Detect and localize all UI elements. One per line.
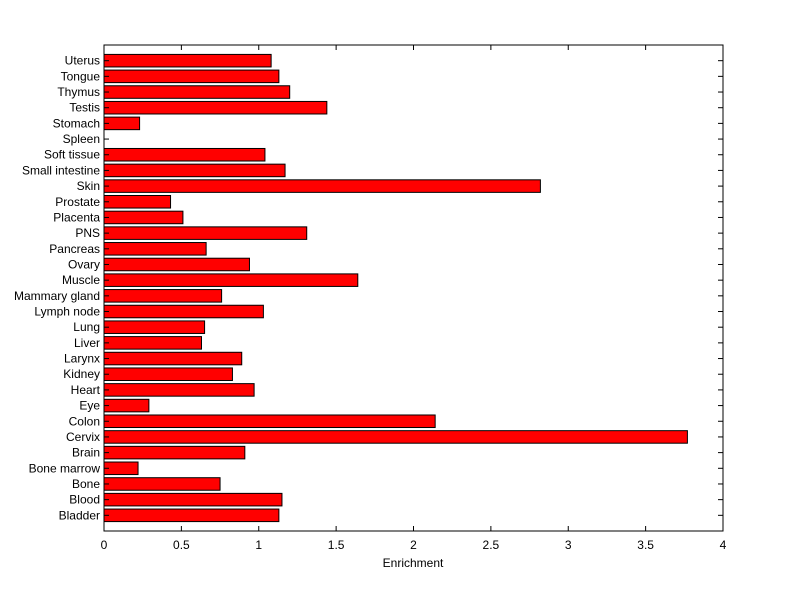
ticks-group: [103, 45, 724, 531]
y-tick-label: Mammary gland: [14, 289, 100, 303]
bar-pancreas: [103, 242, 207, 256]
y-tick-label: Prostate: [55, 195, 100, 209]
y-tick-label: Bone: [72, 477, 100, 491]
x-tick-label: 0.5: [173, 538, 190, 552]
bar-colon: [103, 414, 436, 429]
bar-tongue: [103, 69, 280, 84]
y-tick-label: Ovary: [68, 257, 100, 271]
y-tick-label: Soft tissue: [44, 148, 100, 162]
y-tick-label: Bladder: [59, 508, 100, 522]
y-tick-label: Small intestine: [22, 163, 100, 177]
bar-prostate: [103, 195, 172, 209]
bar-skin: [103, 179, 541, 193]
y-tick-label: Muscle: [62, 273, 100, 287]
x-tick-label: 1: [255, 538, 262, 552]
bar-lung: [103, 320, 206, 334]
y-tick-label: Liver: [74, 336, 100, 350]
y-tick-label: Stomach: [53, 116, 100, 130]
y-tick-label: Uterus: [65, 54, 100, 68]
bar-liver: [103, 336, 202, 350]
x-tick-label: 3: [565, 538, 572, 552]
y-tick-label: Skin: [77, 179, 100, 193]
y-tick-label: Lung: [73, 320, 100, 334]
bar-eye: [103, 398, 150, 413]
bar-bone-marrow: [103, 461, 139, 476]
y-tick-label: Tongue: [61, 69, 101, 83]
bar-bladder: [103, 508, 280, 523]
bar-kidney: [103, 367, 233, 381]
x-tick-label: 2: [410, 538, 417, 552]
y-tick-label: Thymus: [57, 85, 100, 99]
bar-blood: [103, 492, 283, 507]
y-tick-label: Bone marrow: [29, 461, 101, 475]
bar-mammary-gland: [103, 289, 223, 303]
y-tick-label: Cervix: [66, 430, 100, 444]
y-tick-label: Larynx: [64, 352, 100, 366]
bar-small-intestine: [103, 163, 286, 178]
y-tick-label: Heart: [71, 383, 101, 397]
x-tick-label: 0: [101, 538, 108, 552]
y-tick-label: Colon: [69, 414, 100, 428]
x-tick-label: 4: [720, 538, 727, 552]
x-tick-label: 3.5: [637, 538, 654, 552]
bar-larynx: [103, 351, 243, 366]
y-tick-label: Testis: [69, 101, 100, 115]
y-tick-label: Pancreas: [49, 242, 100, 256]
bar-brain: [103, 445, 246, 460]
bar-ovary: [103, 257, 250, 272]
bar-placenta: [103, 210, 184, 225]
bar-thymus: [103, 85, 291, 99]
bar-uterus: [103, 53, 272, 68]
y-tick-label: Blood: [69, 493, 100, 507]
bar-muscle: [103, 273, 359, 287]
y-tick-label: Lymph node: [34, 305, 100, 319]
plot-frame: [103, 44, 724, 532]
bar-bone: [103, 477, 221, 491]
bar-stomach: [103, 116, 141, 131]
bar-heart: [103, 383, 255, 397]
y-tick-label: Placenta: [53, 210, 100, 224]
bar-pns: [103, 226, 308, 240]
y-tick-label: Kidney: [63, 367, 100, 381]
y-tick-label: Eye: [79, 399, 100, 413]
bar-cervix: [103, 430, 688, 444]
x-tick-label: 1.5: [328, 538, 345, 552]
y-tick-label: Spleen: [63, 132, 100, 146]
bar-soft-tissue: [103, 147, 266, 162]
bar-testis: [103, 100, 328, 115]
x-axis-title: Enrichment: [383, 556, 444, 570]
x-tick-label: 2.5: [483, 538, 500, 552]
y-tick-label: Brain: [72, 446, 100, 460]
y-tick-label: PNS: [75, 226, 100, 240]
bar-lymph-node: [103, 304, 264, 319]
